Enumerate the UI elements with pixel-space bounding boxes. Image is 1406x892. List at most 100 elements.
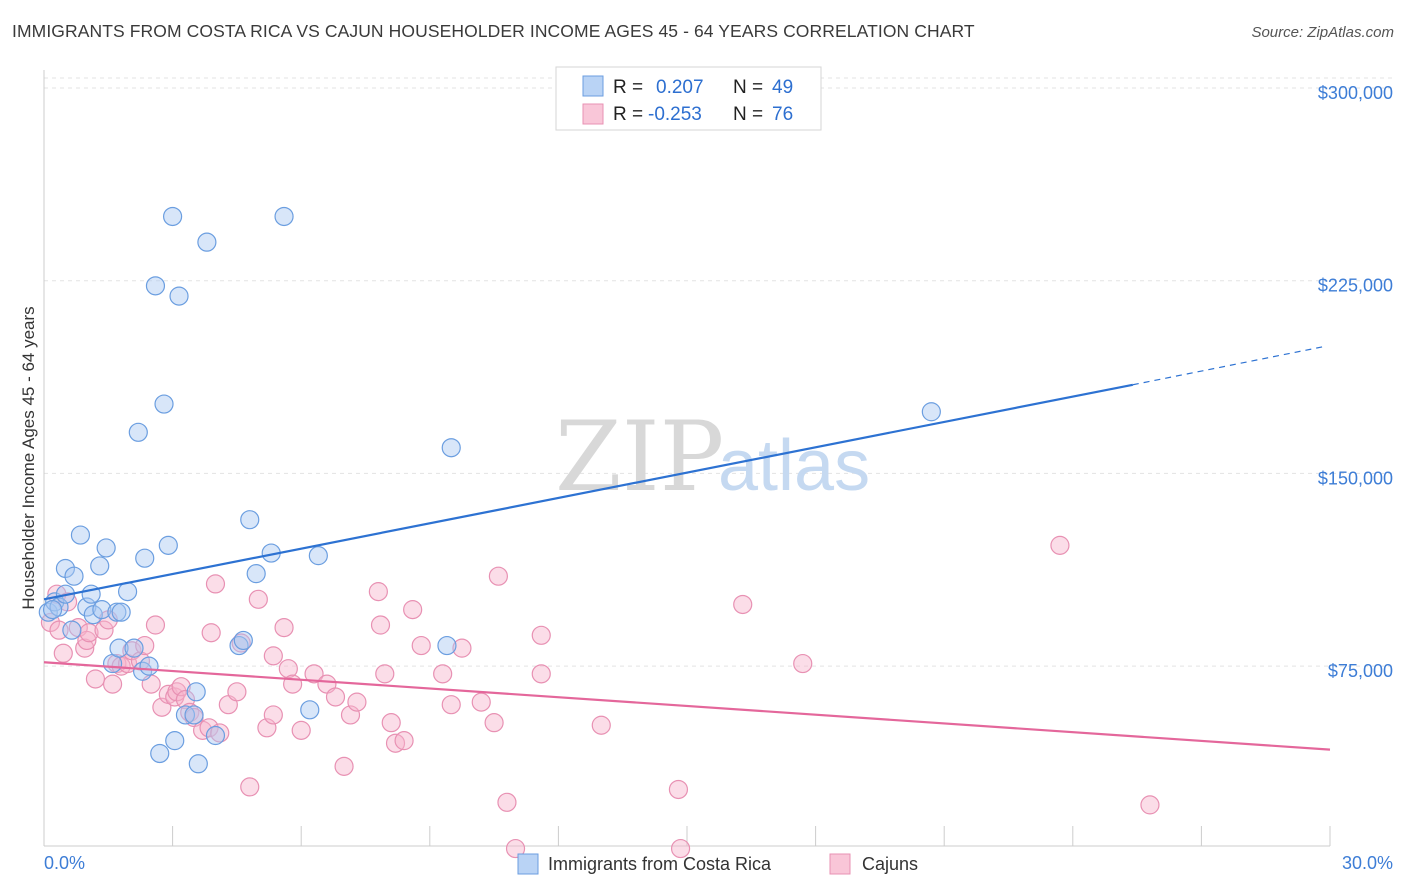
costa-rica-point-46 [441, 438, 461, 458]
cajun-point-6 [75, 638, 95, 658]
costa-rica-point-36 [205, 725, 226, 746]
costa-rica-point-12 [92, 600, 112, 620]
costa-rica-point-15 [107, 602, 127, 622]
cajun-point-67 [505, 838, 526, 859]
cajun-point-41 [263, 646, 283, 666]
bottom-legend-swatch-pink [829, 853, 851, 875]
legend-n-label-blue: N = [733, 77, 763, 98]
y-tick-label-300000: $300,000 [1318, 83, 1393, 103]
costa-rica-point-44 [308, 546, 328, 566]
costa-rica-point-6 [62, 620, 82, 640]
y-tick-label-225000: $225,000 [1318, 276, 1393, 296]
costa-rica-point-42 [274, 206, 294, 227]
legend: R = 0.207 N = 49 R = -0.253 N = 76 [555, 66, 822, 131]
cajun-point-54 [375, 664, 395, 684]
costa-rica-point-30 [169, 286, 189, 306]
legend-n-value-pink: 76 [772, 104, 793, 125]
costa-rica-point-34 [188, 754, 208, 774]
cajun-point-38 [248, 589, 268, 609]
bottom-legend-label-costa-rica: Immigrants from Costa Rica [548, 854, 772, 874]
cajun-point-43 [278, 659, 298, 679]
costa-rica-point-11 [90, 556, 110, 576]
bottom-legend-label-cajuns: Cajuns [862, 854, 918, 874]
x-axis-ticks [172, 826, 1331, 846]
costa-rica-point-39 [240, 510, 260, 530]
series-costa-rica-points [38, 206, 941, 774]
costa-rica-point-48 [42, 600, 63, 620]
cajun-point-65 [488, 566, 508, 586]
costa-rica-point-7 [70, 525, 91, 545]
source-label: Source: ZipAtlas.com [1251, 24, 1394, 41]
costa-rica-point-17 [111, 602, 131, 622]
watermark-zip: ZIP [555, 401, 724, 513]
legend-r-label-pink: R = [613, 104, 643, 125]
cajun-point-48 [325, 687, 346, 707]
trend-lines [43, 345, 1331, 751]
cajun-point-45 [291, 720, 311, 740]
cajun-point-42 [274, 617, 294, 638]
cajun-point-31 [201, 623, 221, 643]
costa-rica-point-20 [132, 661, 153, 681]
legend-r-value-pink: -0.253 [648, 104, 702, 125]
cajun-point-32 [205, 574, 226, 594]
costa-rica-point-22 [139, 656, 159, 676]
costa-rica-point-45 [437, 635, 457, 656]
y-tick-label-75000: $75,000 [1328, 661, 1393, 681]
cajun-point-3 [53, 643, 73, 663]
cajun-point-49 [334, 756, 354, 776]
costa-rica-point-13 [96, 538, 116, 558]
cajun-point-40 [263, 705, 283, 725]
cajun-point-25 [171, 677, 191, 697]
trend-line-costa-rica-extension [1132, 345, 1326, 386]
cajun-point-26 [175, 689, 196, 710]
cajun-point-63 [471, 692, 491, 712]
cajun-point-37 [240, 777, 260, 797]
cajun-point-30 [199, 718, 219, 738]
costa-rica-point-28 [163, 206, 183, 227]
cajun-point-69 [531, 625, 551, 645]
costa-rica-point-21 [135, 548, 155, 568]
cajun-point-59 [411, 635, 431, 656]
costa-rica-point-38 [233, 630, 253, 651]
costa-rica-point-18 [117, 582, 138, 602]
y-tick-label-150000: $150,000 [1318, 468, 1393, 488]
cajun-point-36 [231, 633, 251, 653]
cajun-point-71 [668, 779, 689, 800]
chart-title: IMMIGRANTS FROM COSTA RICA VS CAJUN HOUS… [12, 21, 975, 41]
legend-swatch-blue [582, 75, 604, 97]
costa-rica-point-35 [197, 232, 217, 252]
legend-n-label-pink: N = [733, 104, 763, 125]
y-axis-tick-labels: $75,000 $150,000 $225,000 $300,000 [1318, 83, 1393, 681]
grid-lines [44, 77, 1393, 667]
costa-rica-point-26 [154, 394, 174, 414]
watermark-atlas: atlas [718, 426, 870, 506]
cajun-point-12 [102, 674, 123, 694]
costa-rica-point-16 [109, 638, 129, 658]
costa-rica-point-19 [124, 638, 144, 658]
cajun-point-58 [403, 600, 423, 620]
costa-rica-point-43 [300, 700, 320, 720]
cajun-point-73 [733, 594, 753, 615]
cajun-point-66 [497, 792, 517, 812]
cajun-point-72 [670, 838, 691, 859]
cajun-point-51 [347, 692, 367, 712]
cajun-point-57 [394, 731, 414, 751]
legend-swatch-pink [582, 103, 604, 125]
cajun-point-64 [484, 713, 504, 733]
costa-rica-point-5 [64, 566, 84, 586]
cajun-point-46 [304, 664, 324, 684]
cajun-point-35 [227, 682, 247, 702]
y-axis-label: Householder Income Ages 45 - 64 years [19, 306, 38, 609]
cajun-point-61 [441, 695, 461, 715]
cajun-point-74 [793, 653, 813, 674]
legend-r-value-blue: 0.207 [656, 77, 704, 98]
costa-rica-point-33 [186, 682, 206, 702]
legend-r-label-blue: R = [613, 77, 643, 98]
x-tick-label-max: 30.0% [1342, 853, 1393, 873]
costa-rica-point-27 [158, 535, 178, 555]
legend-n-value-blue: 49 [772, 77, 793, 98]
trend-line-costa-rica [43, 383, 1134, 601]
bottom-legend-swatch-blue [517, 853, 539, 875]
cajun-point-52 [368, 582, 388, 602]
